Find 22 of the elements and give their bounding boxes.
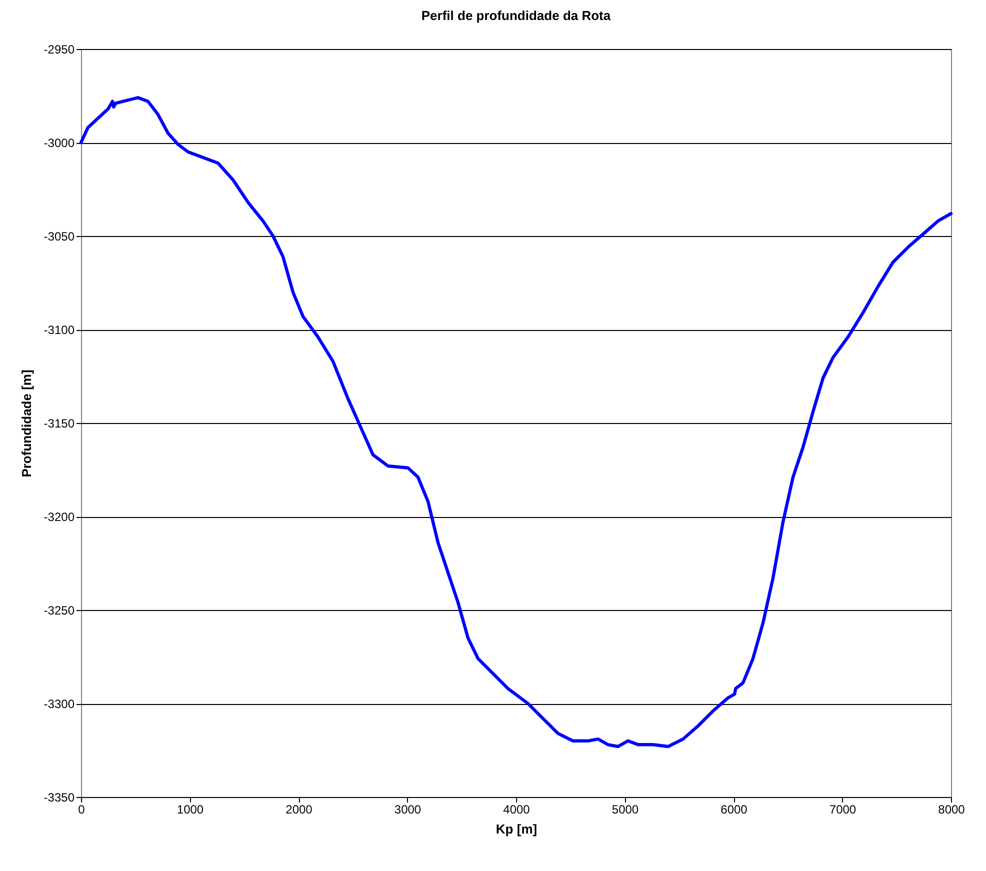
x-tick-label: 3000 xyxy=(394,802,422,816)
y-tick-label: -3150 xyxy=(44,416,75,430)
y-tick-label: -3100 xyxy=(44,323,75,337)
y-tick-label: -3250 xyxy=(44,604,75,618)
line-series xyxy=(79,96,953,748)
x-tick-label: 6000 xyxy=(720,802,748,816)
chart-title: Perfil de profundidade da Rota xyxy=(421,8,612,23)
x-tick-label: 2000 xyxy=(286,802,313,816)
y-tick-label: -3050 xyxy=(44,230,75,244)
y-tick-label: -2950 xyxy=(44,42,75,56)
x-tick-label: 8000 xyxy=(938,802,966,816)
y-tick-label: -3200 xyxy=(44,510,75,524)
y-tick-label: -3300 xyxy=(44,697,75,711)
y-tick-label: -3350 xyxy=(44,790,75,804)
y-tick-label: -3000 xyxy=(44,136,75,150)
x-tick-label: 0 xyxy=(78,802,86,816)
x-tick-label: 1000 xyxy=(176,802,204,816)
y-axis-title: Profundidade [m] xyxy=(18,370,34,478)
x-axis-title: Kp [m] xyxy=(496,822,538,836)
x-tick-label: 7000 xyxy=(829,802,856,816)
x-tick-label: 5000 xyxy=(612,802,639,816)
x-tick-label: 4000 xyxy=(503,802,530,816)
